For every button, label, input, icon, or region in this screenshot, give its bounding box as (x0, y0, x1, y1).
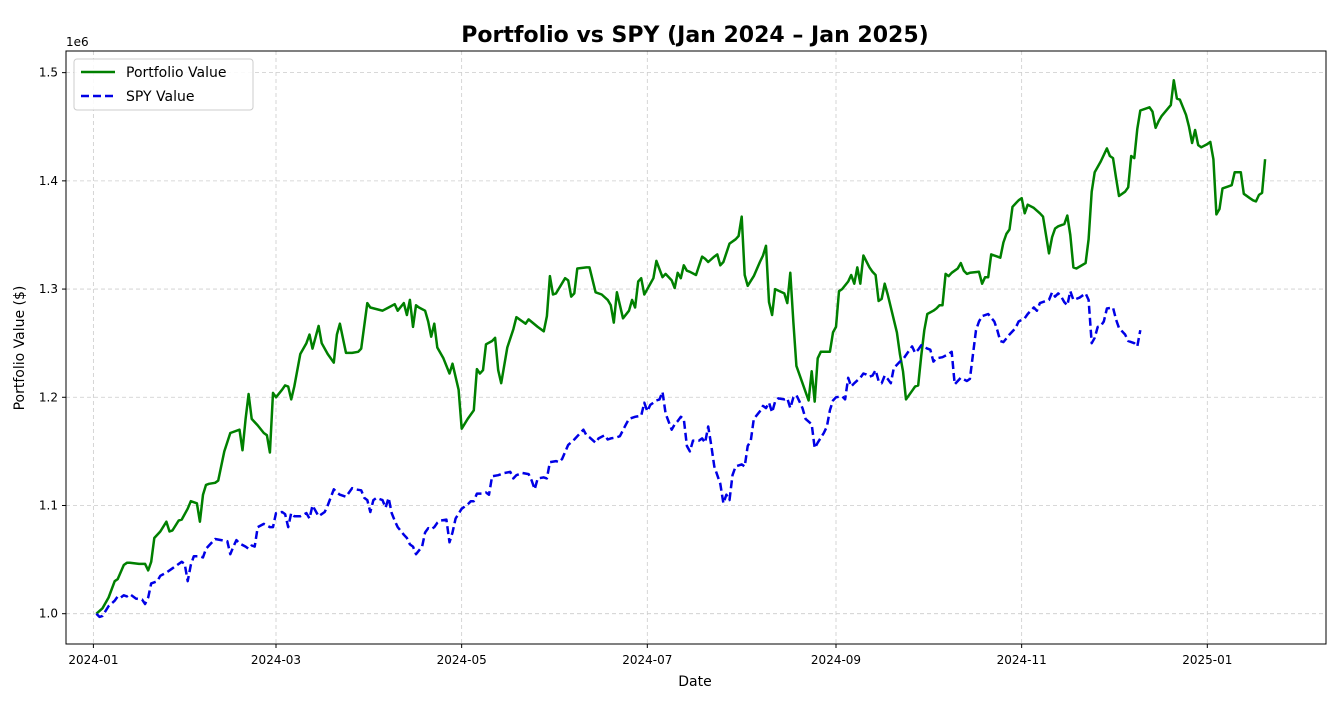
y-axis-label: Portfolio Value ($) (12, 286, 28, 411)
y-tick-label: 1.5 (39, 66, 58, 80)
y-offset-label: 1e6 (66, 35, 89, 49)
legend-label-portfolio: Portfolio Value (126, 65, 227, 81)
x-tick-label: 2024-09 (811, 653, 861, 667)
chart-title: Portfolio vs SPY (Jan 2024 – Jan 2025) (461, 23, 928, 48)
x-axis-label: Date (678, 674, 711, 690)
x-tick-label: 2024-01 (68, 653, 118, 667)
y-tick-label: 1.0 (39, 607, 58, 621)
y-tick-label: 1.1 (39, 498, 58, 512)
legend: Portfolio Value SPY Value (74, 59, 253, 110)
x-tick-label: 2024-03 (251, 653, 301, 667)
y-tick-label: 1.2 (39, 390, 58, 404)
x-tick-label: 2025-01 (1182, 653, 1232, 667)
legend-label-spy: SPY Value (126, 89, 194, 105)
y-tick-label: 1.3 (39, 282, 58, 296)
x-tick-label: 2024-07 (622, 653, 672, 667)
y-tick-label: 1.4 (39, 174, 58, 188)
x-tick-label: 2024-05 (437, 653, 487, 667)
x-tick-label: 2024-11 (997, 653, 1047, 667)
